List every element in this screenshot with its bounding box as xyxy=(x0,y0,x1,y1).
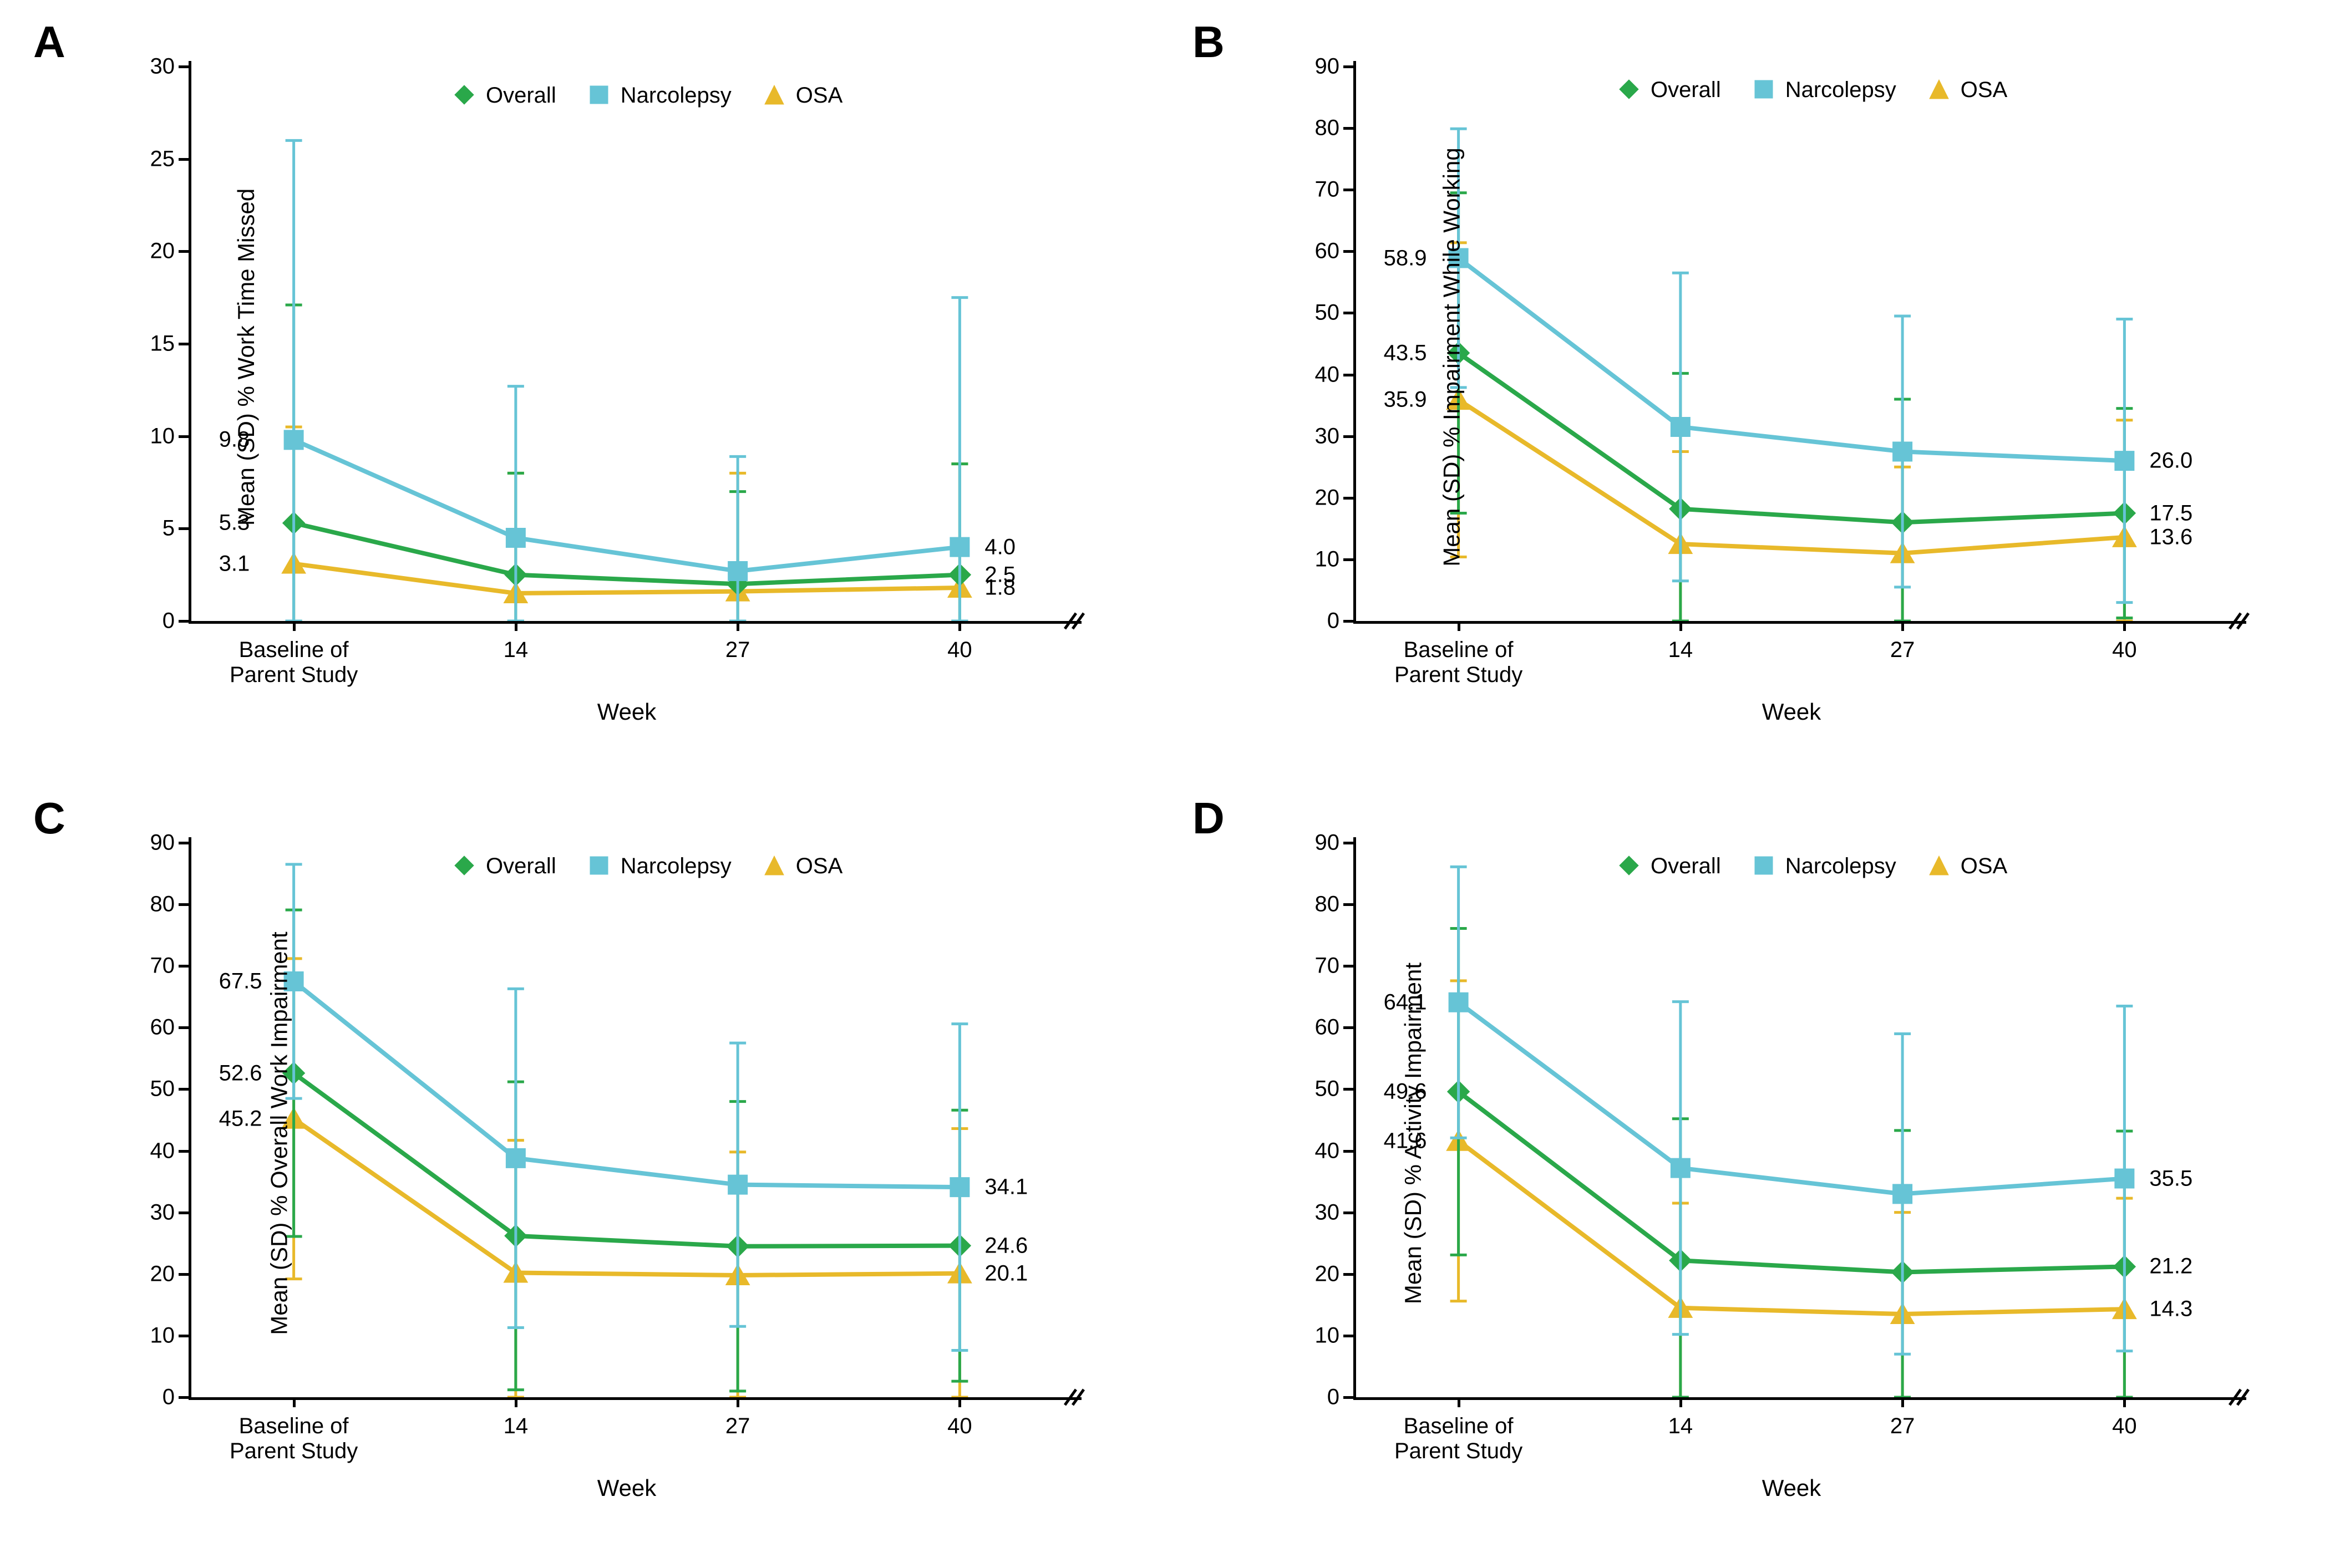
y-tick xyxy=(1343,1396,1353,1399)
legend-label: OSA xyxy=(1961,854,2007,879)
y-tick xyxy=(1343,1273,1353,1276)
x-tick xyxy=(1679,1397,1682,1407)
endpoint-value-label: 35.5 xyxy=(2149,1166,2192,1191)
y-tick-label: 20 xyxy=(1292,1261,1339,1286)
y-tick-label: 10 xyxy=(1292,1323,1339,1348)
x-tick-label: 40 xyxy=(2035,1414,2213,1439)
endpoint-value-label: 21.2 xyxy=(2149,1254,2192,1279)
x-tick-label: 14 xyxy=(1592,1414,1769,1439)
baseline-value-label: 64.1 xyxy=(1384,990,1427,1015)
legend-label: Overall xyxy=(1651,854,1721,879)
series-marker-narcolepsy xyxy=(1893,1184,1912,1204)
y-tick-label: 60 xyxy=(1292,1015,1339,1040)
y-axis xyxy=(1353,837,1356,1397)
endpoint-value-label: 14.3 xyxy=(2149,1297,2192,1322)
legend-label: Narcolepsy xyxy=(1785,854,1896,879)
series-marker-narcolepsy xyxy=(1671,1158,1690,1178)
x-tick xyxy=(2123,1397,2126,1407)
x-tick xyxy=(1901,1397,1904,1407)
legend: Overall Narcolepsy OSA xyxy=(1620,854,2007,879)
x-tick-label: 27 xyxy=(1814,1414,1991,1439)
legend-marker-icon xyxy=(1754,856,1776,878)
baseline-value-label: 41.6 xyxy=(1384,1128,1427,1153)
legend-marker-icon xyxy=(1930,856,1952,878)
y-tick-label: 90 xyxy=(1292,831,1339,856)
y-tick-label: 30 xyxy=(1292,1200,1339,1225)
legend-marker-icon xyxy=(1620,856,1642,878)
legend-item-narcolepsy: Narcolepsy xyxy=(1754,854,1896,879)
y-tick xyxy=(1343,1026,1353,1029)
x-tick-label: Baseline ofParent Study xyxy=(1370,1414,1547,1464)
panel-D: D0102030405060708090Baseline ofParent St… xyxy=(0,0,2335,1568)
x-axis-title: Week xyxy=(1747,1475,1836,1501)
legend-item-overall: Overall xyxy=(1620,854,1721,879)
y-tick-label: 50 xyxy=(1292,1077,1339,1102)
y-tick xyxy=(1343,965,1353,968)
y-tick xyxy=(1343,1088,1353,1091)
y-tick xyxy=(1343,1335,1353,1337)
x-axis xyxy=(1353,1397,2246,1400)
legend-item-osa: OSA xyxy=(1930,854,2007,879)
y-tick-label: 40 xyxy=(1292,1138,1339,1163)
y-tick-label: 0 xyxy=(1292,1385,1339,1410)
y-tick-label: 70 xyxy=(1292,954,1339,979)
x-tick xyxy=(1458,1397,1460,1407)
y-tick xyxy=(1343,903,1353,906)
plot-svg-D xyxy=(0,0,2335,1568)
y-tick xyxy=(1343,1211,1353,1214)
baseline-value-label: 49.6 xyxy=(1384,1079,1427,1104)
y-tick xyxy=(1343,842,1353,844)
series-marker-narcolepsy xyxy=(1449,992,1468,1012)
series-marker-narcolepsy xyxy=(2115,1169,2134,1188)
y-tick-label: 80 xyxy=(1292,892,1339,917)
y-tick xyxy=(1343,1150,1353,1153)
